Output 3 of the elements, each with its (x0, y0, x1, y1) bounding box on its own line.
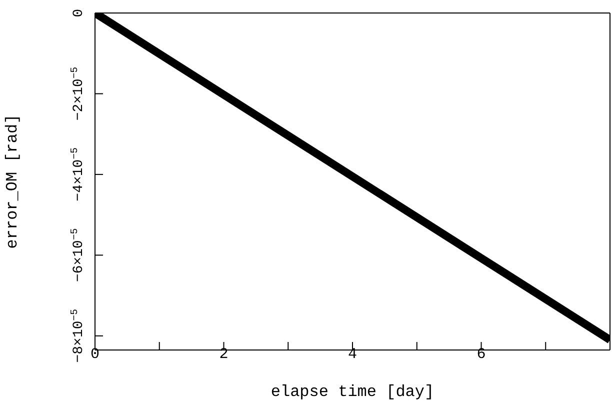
x-axis-title: elapse time [day] (270, 383, 434, 401)
y-tick-label: 0 (71, 8, 87, 18)
y-axis-title: error_OM [rad] (4, 114, 22, 249)
